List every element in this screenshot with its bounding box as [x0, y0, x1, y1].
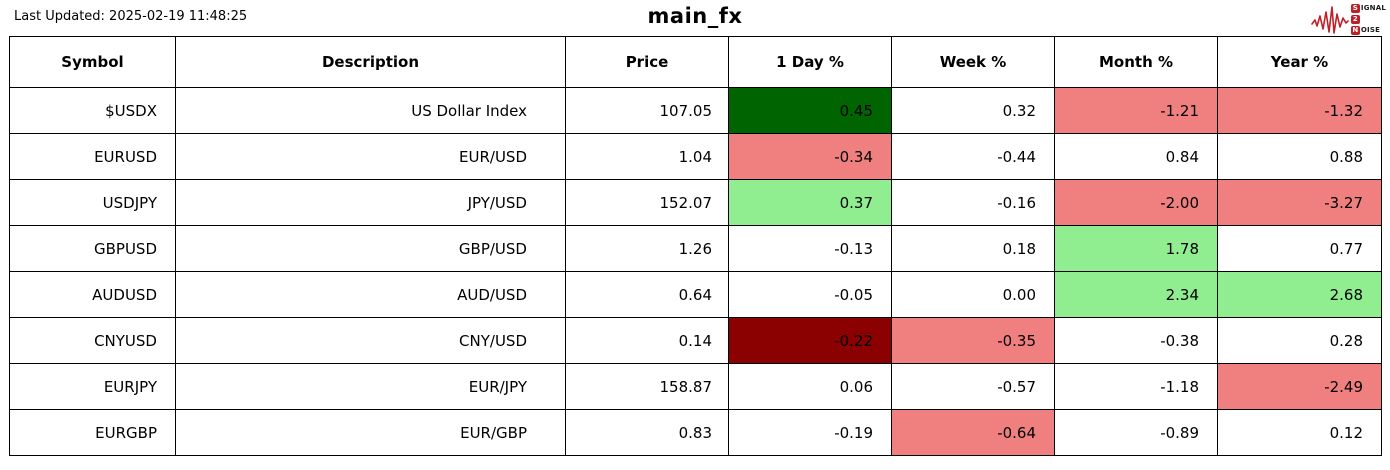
month-change-cell: -1.18 [1054, 363, 1218, 410]
col-header-price: Price [565, 36, 729, 88]
symbol-cell: EURGBP [9, 409, 176, 456]
col-header-week: Week % [891, 36, 1055, 88]
day-change-cell: 0.45 [728, 87, 892, 134]
price-cell: 0.83 [565, 409, 729, 456]
symbol-cell: CNYUSD [9, 317, 176, 364]
col-header-description: Description [175, 36, 566, 88]
description-cell: US Dollar Index [175, 87, 566, 134]
week-change-cell: -0.57 [891, 363, 1055, 410]
logo-badge-s: S [1350, 3, 1360, 13]
day-change-cell: -0.22 [728, 317, 892, 364]
year-change-cell: 0.77 [1217, 225, 1382, 272]
top-bar: Last Updated: 2025-02-19 11:48:25 main_f… [0, 0, 1390, 36]
month-change-cell: -0.38 [1054, 317, 1218, 364]
month-change-cell: -1.21 [1054, 87, 1218, 134]
year-change-cell: -2.49 [1217, 363, 1382, 410]
logo-line-2: 2 [1350, 14, 1386, 25]
price-cell: 107.05 [565, 87, 729, 134]
month-change-cell: 0.84 [1054, 133, 1218, 180]
week-change-cell: -0.44 [891, 133, 1055, 180]
waveform-icon [1311, 2, 1349, 36]
col-header-1-day: 1 Day % [728, 36, 892, 88]
signal2noise-logo: S IGNAL 2 N OISE [1311, 1, 1386, 37]
col-header-month: Month % [1054, 36, 1218, 88]
col-header-symbol: Symbol [9, 36, 176, 88]
week-change-cell: 0.18 [891, 225, 1055, 272]
table-row: EURUSD EUR/USD 1.04 -0.34 -0.44 0.84 0.8… [9, 133, 1382, 180]
year-change-cell: -1.32 [1217, 87, 1382, 134]
description-cell: AUD/USD [175, 271, 566, 318]
week-change-cell: 0.32 [891, 87, 1055, 134]
col-header-year: Year % [1217, 36, 1382, 88]
price-cell: 0.64 [565, 271, 729, 318]
description-cell: CNY/USD [175, 317, 566, 364]
month-change-cell: 1.78 [1054, 225, 1218, 272]
symbol-cell: $USDX [9, 87, 176, 134]
month-change-cell: 2.34 [1054, 271, 1218, 318]
table-row: GBPUSD GBP/USD 1.26 -0.13 0.18 1.78 0.77 [9, 225, 1382, 272]
day-change-cell: 0.37 [728, 179, 892, 226]
table-row: EURJPY EUR/JPY 158.87 0.06 -0.57 -1.18 -… [9, 363, 1382, 410]
price-cell: 0.14 [565, 317, 729, 364]
day-change-cell: -0.34 [728, 133, 892, 180]
description-cell: GBP/USD [175, 225, 566, 272]
logo-noise-rest: OISE [1360, 25, 1381, 34]
header-row: Symbol Description Price 1 Day % Week % … [9, 36, 1382, 88]
symbol-cell: EURUSD [9, 133, 176, 180]
fx-table: Symbol Description Price 1 Day % Week % … [9, 36, 1382, 456]
week-change-cell: 0.00 [891, 271, 1055, 318]
description-cell: JPY/USD [175, 179, 566, 226]
logo-line-signal: S IGNAL [1350, 3, 1386, 14]
table-row: EURGBP EUR/GBP 0.83 -0.19 -0.64 -0.89 0.… [9, 409, 1382, 456]
description-cell: EUR/JPY [175, 363, 566, 410]
table-row: USDJPY JPY/USD 152.07 0.37 -0.16 -2.00 -… [9, 179, 1382, 226]
symbol-cell: GBPUSD [9, 225, 176, 272]
day-change-cell: -0.05 [728, 271, 892, 318]
table-row: CNYUSD CNY/USD 0.14 -0.22 -0.35 -0.38 0.… [9, 317, 1382, 364]
year-change-cell: 2.68 [1217, 271, 1382, 318]
logo-badge-n: N [1350, 25, 1360, 35]
logo-text: S IGNAL 2 N OISE [1350, 3, 1386, 36]
description-cell: EUR/USD [175, 133, 566, 180]
week-change-cell: -0.64 [891, 409, 1055, 456]
price-cell: 152.07 [565, 179, 729, 226]
day-change-cell: -0.19 [728, 409, 892, 456]
day-change-cell: -0.13 [728, 225, 892, 272]
description-cell: EUR/GBP [175, 409, 566, 456]
symbol-cell: USDJPY [9, 179, 176, 226]
logo-badge-2: 2 [1350, 14, 1360, 24]
page-title: main_fx [647, 4, 743, 28]
last-updated-text: Last Updated: 2025-02-19 11:48:25 [14, 9, 248, 24]
logo-signal-rest: IGNAL [1360, 3, 1386, 12]
table-row: $USDX US Dollar Index 107.05 0.45 0.32 -… [9, 87, 1382, 134]
symbol-cell: AUDUSD [9, 271, 176, 318]
year-change-cell: 0.28 [1217, 317, 1382, 364]
year-change-cell: 0.12 [1217, 409, 1382, 456]
table-row: AUDUSD AUD/USD 0.64 -0.05 0.00 2.34 2.68 [9, 271, 1382, 318]
day-change-cell: 0.06 [728, 363, 892, 410]
month-change-cell: -2.00 [1054, 179, 1218, 226]
price-cell: 1.26 [565, 225, 729, 272]
year-change-cell: -3.27 [1217, 179, 1382, 226]
month-change-cell: -0.89 [1054, 409, 1218, 456]
week-change-cell: -0.35 [891, 317, 1055, 364]
week-change-cell: -0.16 [891, 179, 1055, 226]
logo-line-noise: N OISE [1350, 25, 1386, 36]
symbol-cell: EURJPY [9, 363, 176, 410]
price-cell: 158.87 [565, 363, 729, 410]
year-change-cell: 0.88 [1217, 133, 1382, 180]
price-cell: 1.04 [565, 133, 729, 180]
